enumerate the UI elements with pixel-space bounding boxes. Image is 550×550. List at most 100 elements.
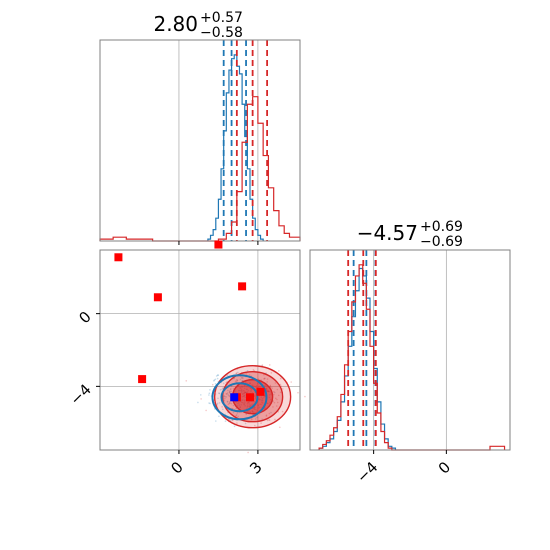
sample-point <box>226 400 229 403</box>
sample-point <box>227 389 229 392</box>
sample-point <box>214 378 217 381</box>
sample-point <box>260 422 262 424</box>
panel-frame <box>309 249 511 451</box>
sample-point <box>218 415 220 418</box>
sample-point <box>221 406 223 408</box>
sample-point <box>223 395 226 397</box>
sample-point <box>228 395 231 398</box>
sample-point <box>237 415 239 418</box>
sample-point <box>209 402 211 405</box>
sample-point <box>235 372 238 374</box>
tick-label: −4 <box>353 458 381 486</box>
sample-point <box>226 393 228 395</box>
sample-point <box>276 398 278 401</box>
sample-point <box>224 420 227 422</box>
sample-point <box>273 401 276 404</box>
sample-point <box>200 398 202 400</box>
sample-point <box>297 391 299 394</box>
sample-point <box>268 412 271 415</box>
title-right-minus: −0.69 <box>420 234 463 250</box>
sample-point <box>230 388 232 390</box>
sample-point <box>248 374 251 376</box>
panel-frame <box>99 249 301 451</box>
sample-point <box>234 380 237 382</box>
scatter-panel: 0 3 0 −4 <box>66 240 306 478</box>
blue-marker <box>230 393 239 402</box>
sample-point <box>266 419 269 422</box>
sample-point <box>235 372 237 375</box>
sample-point <box>185 380 188 382</box>
sample-point <box>230 402 233 405</box>
sample-point <box>218 402 221 404</box>
title-right: −4.57 +0.69 −0.69 <box>357 219 463 250</box>
sample-point <box>228 390 231 392</box>
sample-point <box>239 378 242 381</box>
sample-point <box>252 369 255 371</box>
sample-point <box>228 394 230 397</box>
sample-point <box>236 422 238 424</box>
sample-point <box>235 414 238 416</box>
tick-label: 0 <box>435 458 454 477</box>
sample-point <box>290 381 292 383</box>
sample-point <box>270 372 273 374</box>
red-marker <box>138 375 147 384</box>
histogram-panel-top <box>99 39 301 245</box>
sample-point <box>205 409 207 412</box>
sample-point <box>263 377 266 380</box>
sample-point <box>228 391 231 394</box>
sample-point <box>230 390 233 393</box>
sample-point <box>271 387 273 390</box>
sample-point <box>224 397 226 400</box>
sample-point <box>218 392 221 395</box>
sample-point <box>273 390 275 393</box>
sample-point <box>281 410 284 413</box>
sample-point <box>256 416 258 419</box>
sample-point <box>268 419 270 421</box>
histogram-panel-right: −4 0 <box>309 249 511 486</box>
sample-point <box>216 402 219 405</box>
sample-point <box>254 418 257 420</box>
red-marker <box>153 293 162 302</box>
sample-point <box>199 394 202 396</box>
sample-point <box>268 419 271 421</box>
sample-point <box>229 388 232 391</box>
sample-point <box>279 426 281 429</box>
sample-point <box>231 419 234 422</box>
sample-point <box>265 415 268 417</box>
sample-point <box>225 393 228 395</box>
sample-point <box>208 394 210 396</box>
sample-point <box>250 418 253 421</box>
sample-point <box>232 404 235 407</box>
red-marker <box>256 387 265 396</box>
y-tick-label: −4 <box>66 380 94 408</box>
blue-contour-0 <box>211 374 268 421</box>
sample-point <box>215 420 217 422</box>
sample-point <box>227 394 229 396</box>
sample-point <box>276 388 279 391</box>
sample-point <box>244 422 247 425</box>
sample-point <box>232 411 235 414</box>
x-tick-label: 3 <box>246 458 265 477</box>
sample-point <box>265 414 268 416</box>
sample-point <box>228 402 231 405</box>
sample-point <box>272 393 275 396</box>
sample-point <box>274 418 276 421</box>
blue-contour-1 <box>220 382 259 413</box>
sample-point <box>208 392 211 395</box>
sample-point <box>274 382 277 384</box>
sample-point <box>217 374 219 376</box>
panel-frame <box>99 39 301 242</box>
title-top-minus: −0.58 <box>200 25 243 41</box>
sample-point <box>209 389 211 391</box>
sample-point <box>235 378 238 381</box>
sample-point <box>221 388 223 391</box>
sample-point <box>222 408 224 411</box>
histogram-series-1 <box>318 264 506 451</box>
sample-point <box>242 377 244 379</box>
title-top-value: 2.80 <box>153 12 198 36</box>
sample-point <box>218 392 220 394</box>
title-top-plus: +0.57 <box>200 10 243 26</box>
sample-point <box>270 411 272 414</box>
